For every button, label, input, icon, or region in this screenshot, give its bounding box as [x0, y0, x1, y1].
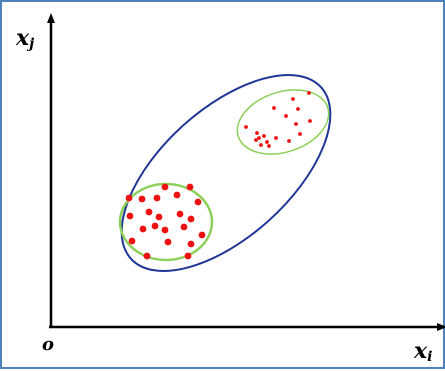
large-cluster-point-13 [139, 225, 147, 233]
y-axis-label: xj [15, 25, 34, 52]
large-cluster-point-19 [164, 238, 172, 246]
x-axis-letter: x [413, 338, 428, 364]
large-cluster-points [125, 183, 206, 260]
small-cluster-point-12 [265, 140, 269, 144]
large-cluster-point-8 [126, 212, 134, 220]
large-cluster-point-3 [153, 194, 161, 202]
large-cluster-point-15 [161, 226, 169, 234]
large-cluster-point-22 [184, 252, 192, 260]
large-cluster-point-2 [138, 195, 146, 203]
small-cluster-point-15 [298, 132, 302, 136]
large-cluster-point-16 [180, 223, 188, 231]
large-cluster-point-7 [194, 198, 202, 206]
small-cluster-point-5 [284, 114, 288, 118]
small-cluster-ellipse [236, 89, 330, 155]
small-cluster-point-10 [262, 134, 266, 138]
origin-label: o [42, 334, 54, 355]
large-cluster-point-10 [155, 213, 163, 221]
small-cluster-point-14 [287, 139, 291, 143]
small-cluster-point-16 [259, 143, 263, 147]
small-cluster-point-13 [274, 136, 278, 140]
small-cluster-point-8 [294, 122, 298, 126]
large-cluster-point-1 [125, 194, 133, 202]
large-cluster-point-4 [161, 183, 169, 191]
small-cluster-point-11 [257, 136, 261, 140]
small-cluster-point-17 [267, 144, 271, 148]
y-axis-letter: x [15, 25, 30, 51]
x-axis-subscript: i [427, 349, 432, 365]
large-cluster-point-5 [173, 191, 181, 199]
x-axis-label: xi [413, 338, 432, 365]
small-cluster-point-9 [255, 131, 259, 135]
outer-cluster-ellipse [120, 74, 332, 272]
large-cluster-point-17 [198, 231, 206, 239]
y-axis-subscript: j [26, 36, 34, 52]
large-cluster-point-9 [145, 208, 153, 216]
small-cluster-point-18 [254, 138, 258, 142]
small-cluster-point-6 [308, 119, 312, 123]
large-cluster-point-18 [128, 237, 136, 245]
small-cluster-point-2 [291, 97, 295, 101]
large-cluster-point-12 [187, 215, 195, 223]
large-cluster-point-21 [143, 252, 151, 260]
small-cluster-point-4 [296, 107, 300, 111]
small-cluster-point-1 [307, 91, 311, 95]
small-cluster-points [244, 91, 312, 148]
small-cluster-point-7 [244, 125, 248, 129]
small-cluster-point-3 [272, 106, 276, 110]
large-cluster-point-14 [151, 222, 159, 230]
large-cluster-point-20 [187, 240, 195, 248]
large-cluster-ellipse [118, 182, 214, 262]
large-cluster-point-11 [176, 210, 184, 218]
large-cluster-point-6 [186, 183, 194, 191]
